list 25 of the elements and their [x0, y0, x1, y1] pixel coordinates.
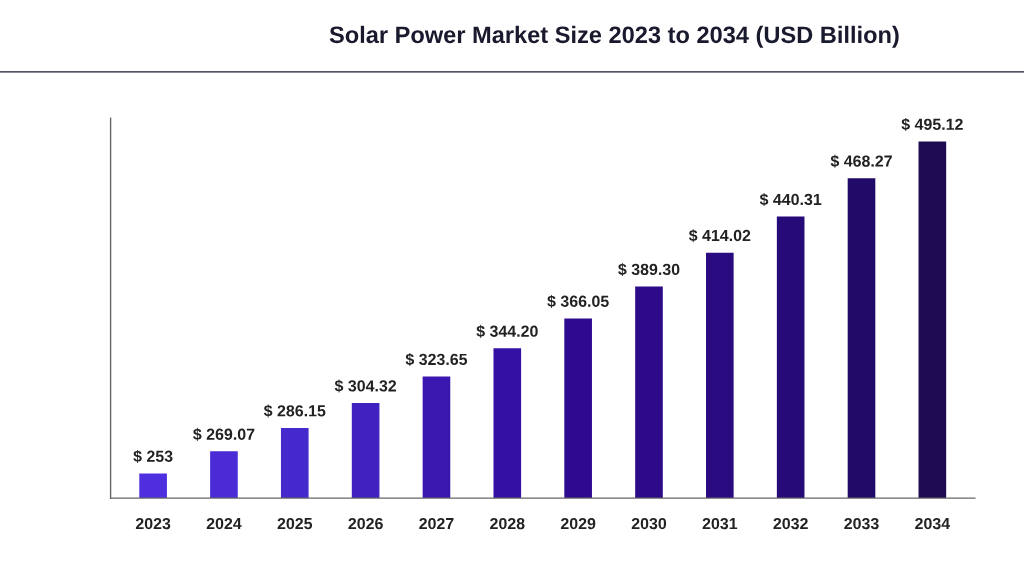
x-tick-label: 2032: [773, 517, 808, 530]
data-label: $ 468.27: [830, 154, 892, 168]
data-label: $ 440.31: [759, 193, 822, 207]
x-tick-label: 2027: [419, 517, 454, 530]
data-label: $ 323.65: [405, 353, 468, 367]
x-tick-label: 2028: [490, 517, 525, 530]
x-tick-label: 2025: [277, 517, 313, 530]
x-tick-label: 2034: [915, 517, 951, 530]
chart-title: Solar Power Market Size 2023 to 2034 (USD Billion): [329, 25, 899, 48]
data-label: $ 389.30: [618, 263, 680, 277]
x-tick-label: 2033: [844, 517, 879, 530]
x-tick-label: 2031: [702, 517, 738, 530]
data-label: $ 414.02: [688, 229, 751, 243]
data-label: $ 344.20: [476, 324, 538, 338]
data-label: $ 366.05: [547, 294, 609, 308]
x-tick-label: 2029: [560, 517, 596, 530]
x-tick-label: 2026: [348, 517, 383, 530]
data-label: $ 304.32: [334, 379, 397, 393]
x-tick-label: 2030: [631, 517, 667, 530]
data-label: $ 253: [133, 449, 173, 463]
data-label: $ 495.12: [901, 117, 963, 131]
data-label: $ 269.07: [193, 427, 255, 441]
x-tick-label: 2023: [135, 517, 171, 530]
data-label: $ 286.15: [263, 404, 326, 418]
x-tick-label: 2024: [206, 517, 242, 530]
